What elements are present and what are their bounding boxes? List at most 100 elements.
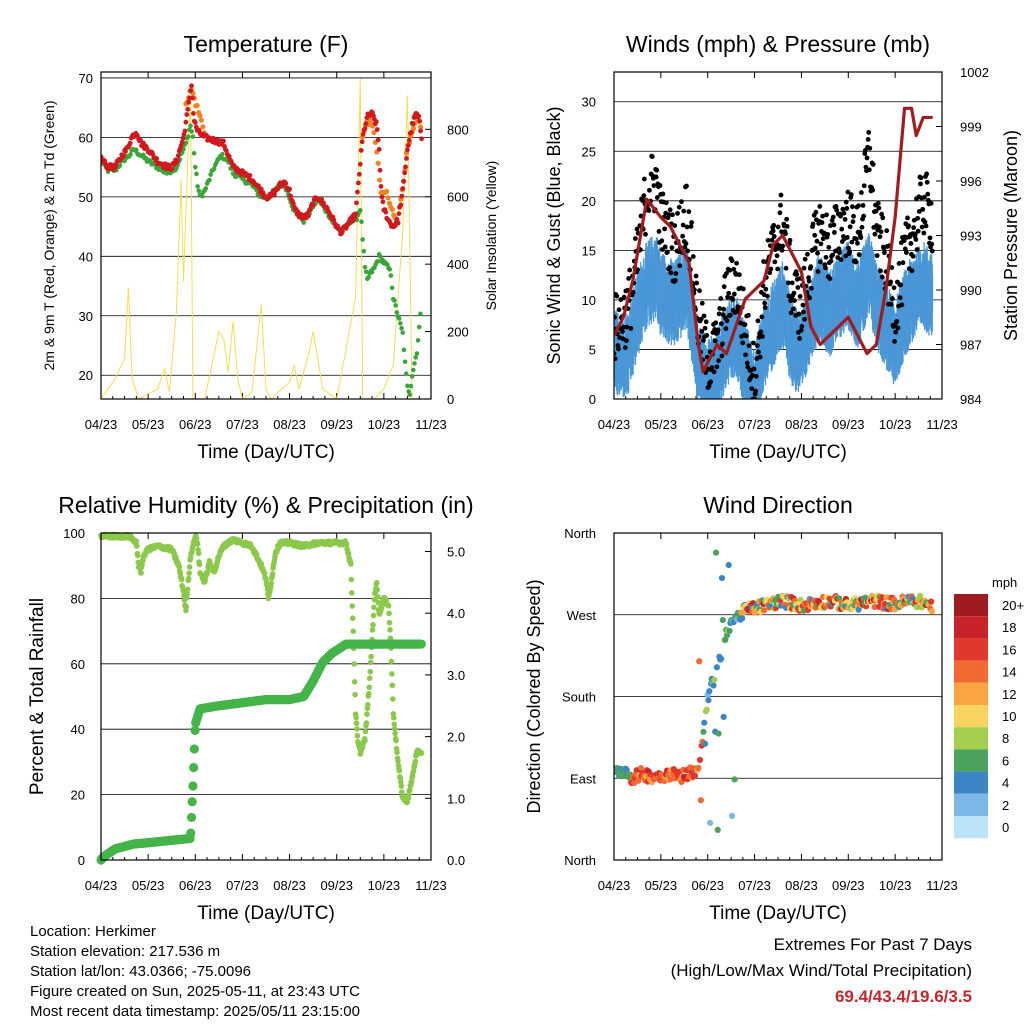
temp-2m-point bbox=[405, 147, 410, 153]
gust-point bbox=[801, 309, 806, 315]
gust-point bbox=[830, 252, 836, 258]
humidity-panel: Relative Humidity (%) & Precipitation (i… bbox=[27, 492, 474, 924]
rh-point bbox=[389, 682, 396, 689]
gust-point bbox=[898, 282, 904, 288]
dewpoint-point bbox=[396, 316, 402, 321]
dewpoint-point bbox=[134, 147, 139, 153]
temp-2m-point bbox=[179, 139, 185, 145]
elevation-text: Station elevation: 217.536 m bbox=[30, 943, 221, 960]
gust-point bbox=[918, 181, 923, 187]
colorbar-swatch bbox=[954, 705, 988, 728]
temp-2m-point bbox=[188, 88, 193, 94]
rh-point bbox=[363, 720, 370, 726]
gust-point bbox=[842, 216, 848, 222]
gust-point bbox=[616, 346, 621, 352]
temp-2m-point bbox=[288, 193, 293, 199]
rh-point bbox=[386, 619, 393, 626]
x-tick-label: 07/23 bbox=[738, 878, 771, 893]
colorbar-swatch bbox=[954, 682, 988, 705]
winds-panel: Winds (mph) & Pressure (mb) Time (Day/UTC… bbox=[544, 31, 1021, 463]
temp-2m-point bbox=[339, 228, 345, 234]
plot-area bbox=[96, 531, 426, 865]
gust-point bbox=[915, 228, 921, 234]
gust-point bbox=[815, 269, 821, 274]
x-tick-label: 07/23 bbox=[738, 417, 771, 432]
temp-2m-point bbox=[127, 140, 133, 146]
temp-9m-point bbox=[386, 200, 393, 206]
y-tick-label: East bbox=[570, 771, 596, 786]
rh-point bbox=[186, 570, 192, 576]
temp-2m-point bbox=[377, 167, 383, 173]
gust-point bbox=[792, 298, 797, 303]
gust-point bbox=[751, 366, 757, 372]
gust-point bbox=[802, 316, 808, 322]
created-text: Figure created on Sun, 2025-05-11, at 23… bbox=[30, 983, 360, 1000]
gust-point bbox=[855, 240, 860, 246]
y2-tick-label: 600 bbox=[447, 190, 469, 205]
rh-point bbox=[196, 561, 203, 568]
gust-point bbox=[717, 306, 723, 311]
temp-2m-point bbox=[378, 184, 384, 189]
gust-point bbox=[641, 193, 647, 199]
y-tick-label: South bbox=[562, 690, 596, 705]
colorbar-swatch bbox=[954, 793, 988, 816]
rh-point bbox=[268, 580, 274, 587]
gust-point bbox=[813, 209, 819, 215]
gust-point bbox=[844, 235, 850, 240]
direction-point bbox=[725, 561, 732, 569]
gust-point bbox=[749, 386, 755, 392]
gust-point bbox=[814, 238, 820, 244]
gust-point bbox=[784, 216, 790, 222]
gust-point bbox=[680, 233, 685, 239]
gust-point bbox=[847, 224, 853, 230]
precip-point bbox=[189, 744, 199, 754]
x-tick-label: 09/23 bbox=[832, 878, 865, 893]
x-tick-label: 11/23 bbox=[415, 878, 447, 893]
rh-point bbox=[350, 628, 357, 635]
gust-point bbox=[874, 253, 880, 259]
plot-area bbox=[614, 106, 935, 399]
gust-point bbox=[660, 191, 666, 197]
temp-2m-point bbox=[174, 157, 180, 163]
dewpoint-point bbox=[415, 338, 421, 343]
gust-point bbox=[778, 192, 784, 198]
y2-tick-label: 990 bbox=[960, 283, 982, 298]
gust-point bbox=[796, 311, 802, 317]
gust-point bbox=[884, 228, 890, 234]
sonic-wind-series bbox=[614, 233, 934, 399]
extremes-title: Extremes For Past 7 Days bbox=[773, 935, 972, 954]
colorbar-swatch bbox=[954, 727, 988, 750]
gust-point bbox=[820, 236, 826, 242]
plot-border bbox=[100, 71, 432, 400]
gust-point bbox=[853, 236, 859, 242]
colorbar-label: 0 bbox=[1002, 820, 1009, 835]
gust-point bbox=[670, 212, 675, 218]
gust-point bbox=[690, 254, 696, 259]
dewpoint-point bbox=[361, 248, 367, 254]
gust-point bbox=[731, 266, 737, 272]
temp-2m-point bbox=[401, 178, 407, 184]
temp-2m-point bbox=[399, 193, 405, 199]
gust-point bbox=[743, 333, 749, 339]
rh-point bbox=[352, 691, 358, 698]
direction-point bbox=[855, 606, 862, 613]
gust-point bbox=[621, 324, 626, 330]
gust-point bbox=[721, 284, 727, 290]
dewpoint-point bbox=[188, 123, 193, 129]
y2-tick-label: 984 bbox=[960, 392, 982, 407]
direction-point bbox=[705, 697, 712, 704]
rh-point bbox=[349, 590, 355, 596]
gust-point bbox=[925, 191, 931, 197]
winds-title: Winds (mph) & Pressure (mb) bbox=[626, 31, 930, 57]
temp-2m-point bbox=[121, 153, 127, 159]
rh-point bbox=[368, 653, 374, 660]
gust-point bbox=[906, 223, 912, 229]
gust-point bbox=[929, 241, 935, 247]
y-tick-label: 40 bbox=[79, 249, 93, 264]
gust-point bbox=[911, 225, 917, 231]
colorbar-unit: mph bbox=[992, 575, 1017, 590]
dewpoint-point bbox=[200, 193, 205, 199]
temp-2m-point bbox=[175, 153, 181, 158]
temp-2m-point bbox=[185, 106, 191, 112]
gust-point bbox=[778, 202, 783, 208]
